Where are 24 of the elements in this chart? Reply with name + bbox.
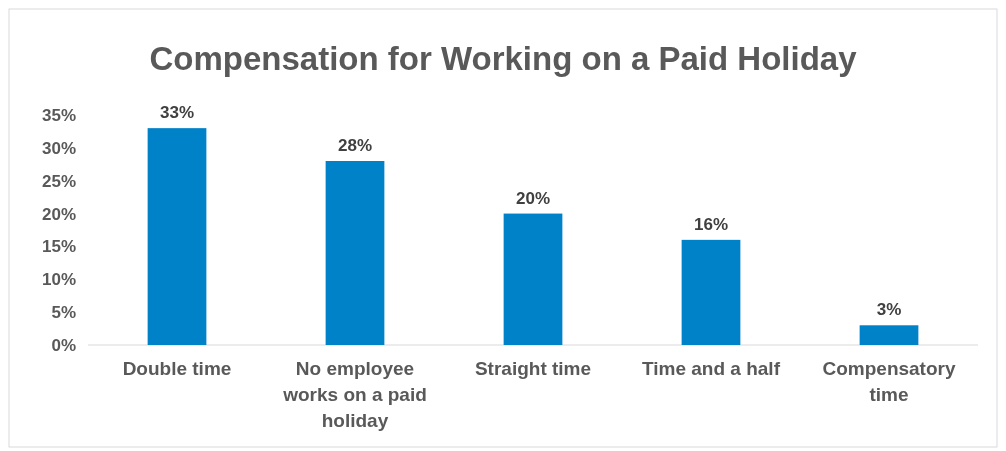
x-tick-label: No employee works on a paid holiday — [282, 358, 427, 431]
x-tick-label: Double time — [122, 358, 232, 379]
x-tick-label: Compensatory time — [822, 358, 956, 405]
chart-title: Compensation for Working on a Paid Holiday — [149, 40, 858, 77]
x-tick-label: Straight time — [474, 358, 592, 379]
y-tick-label: 10% — [41, 270, 76, 290]
bar — [859, 325, 919, 345]
bar — [147, 128, 207, 345]
data-label: 33% — [159, 103, 195, 123]
y-tick-label: 5% — [51, 303, 76, 323]
x-tick-label: Time and a half — [642, 358, 781, 379]
bar — [681, 239, 741, 345]
y-tick-label: 15% — [41, 237, 76, 257]
data-label: 3% — [876, 300, 902, 320]
y-tick-label: 35% — [41, 105, 76, 125]
y-tick-label: 0% — [51, 335, 76, 355]
data-label: 28% — [337, 136, 373, 155]
data-label: 16% — [693, 214, 729, 234]
y-tick-label: 30% — [41, 138, 76, 158]
data-label: 20% — [515, 188, 551, 208]
y-tick-label: 20% — [41, 204, 76, 224]
bar — [325, 161, 385, 345]
bar — [503, 213, 563, 345]
y-tick-label: 25% — [41, 171, 76, 191]
